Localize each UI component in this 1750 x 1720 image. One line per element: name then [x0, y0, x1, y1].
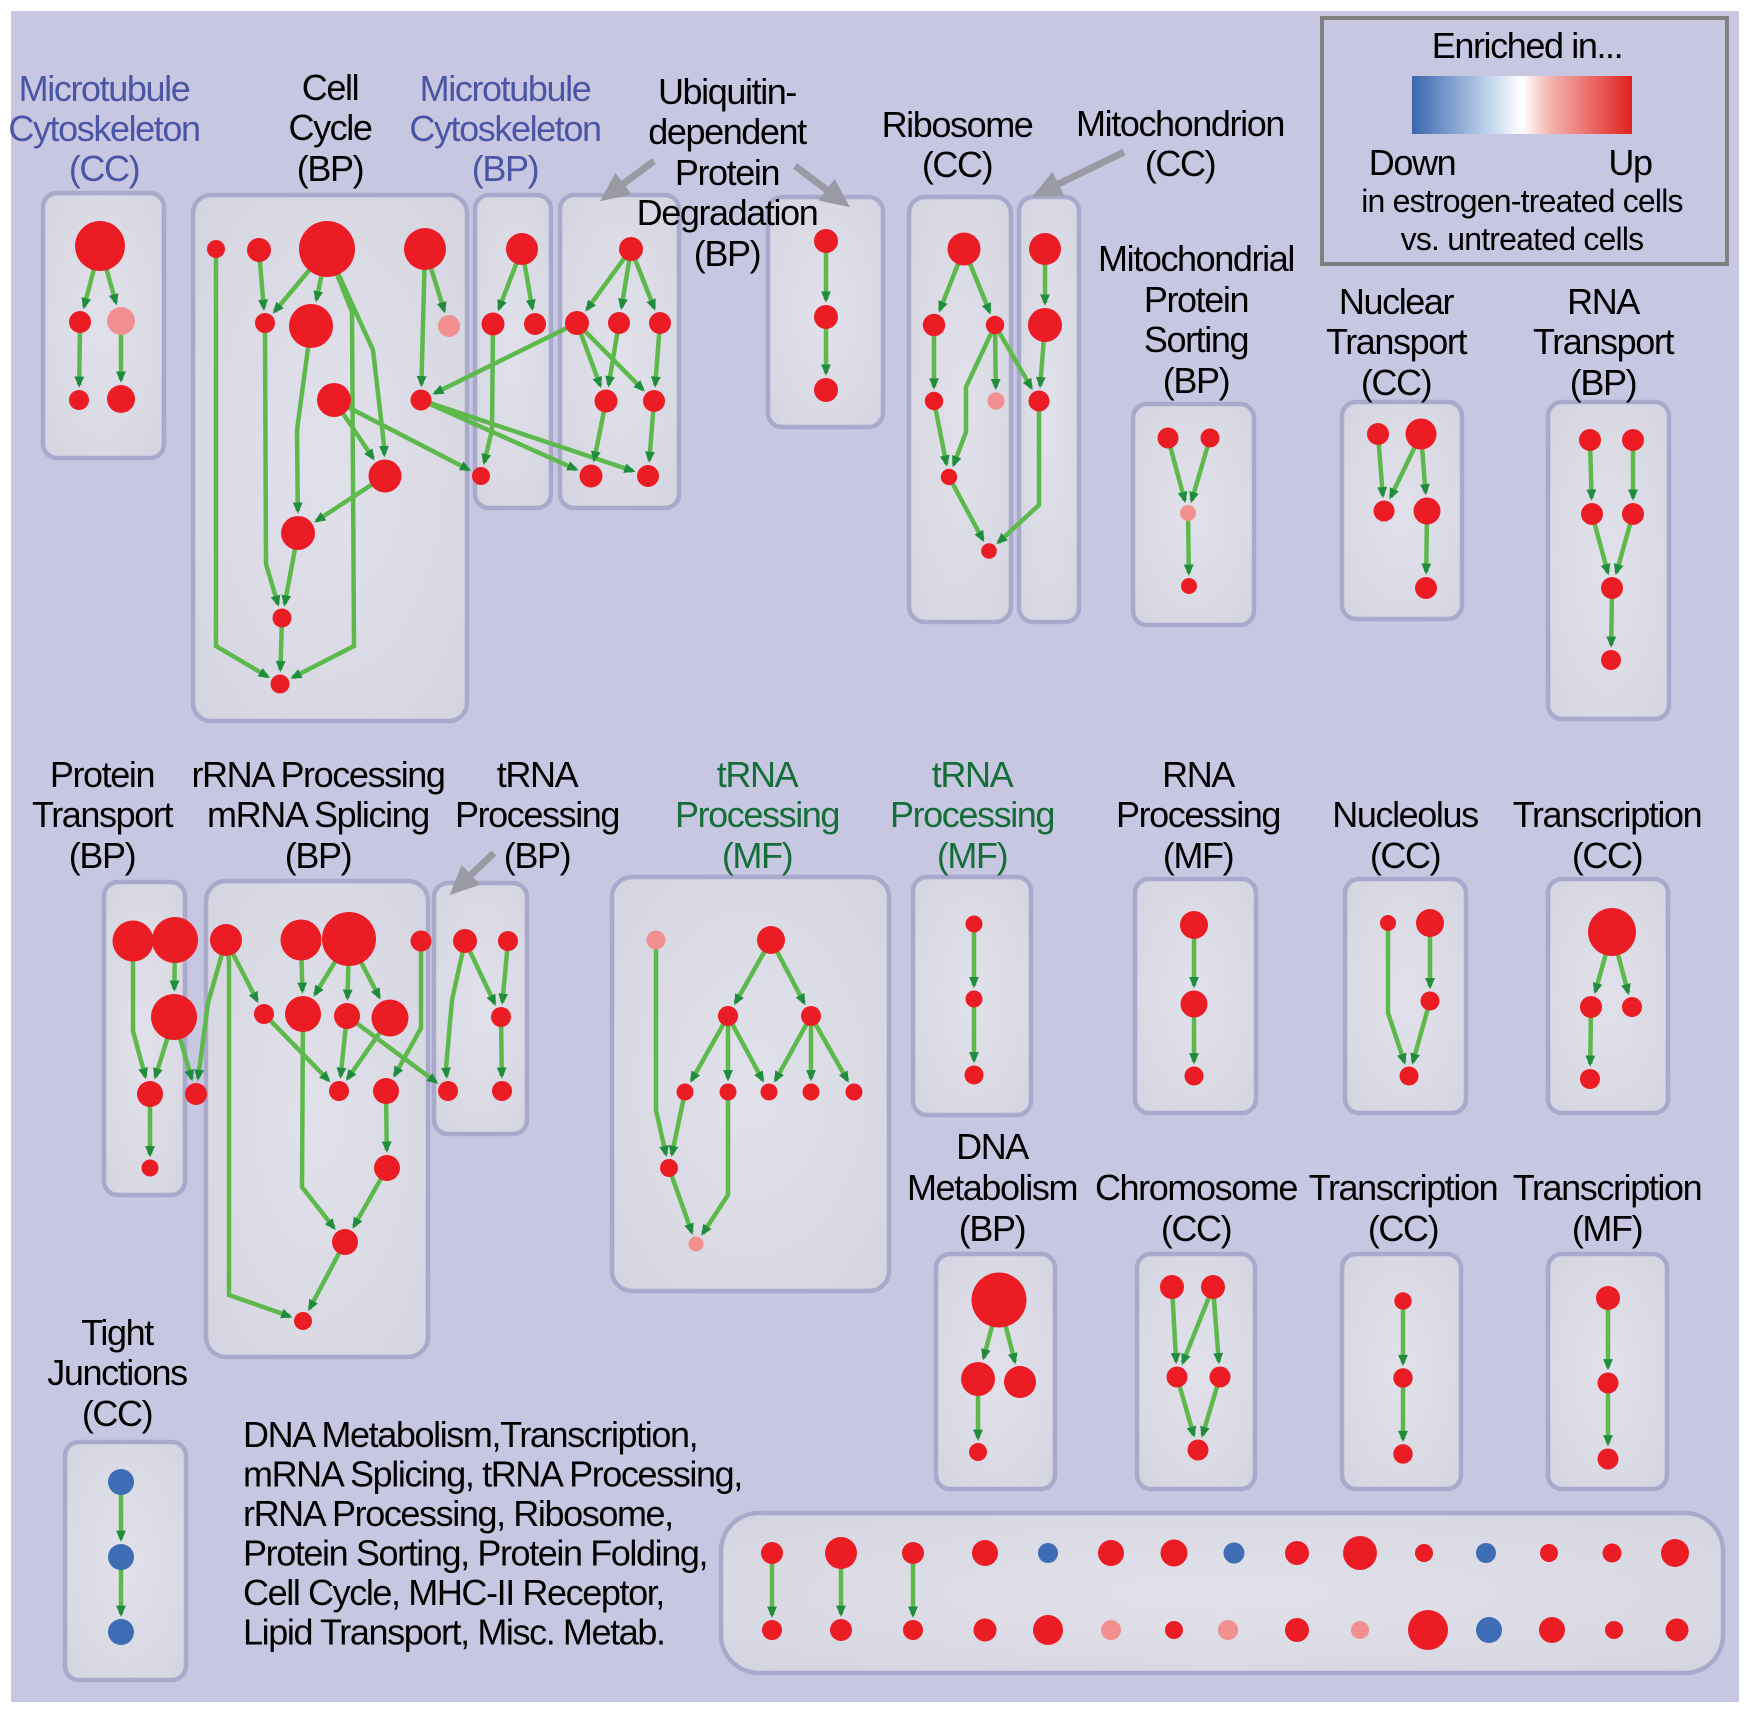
svg-text:(CC): (CC) — [1361, 362, 1431, 403]
svg-text:rRNA Processing, Ribosome,: rRNA Processing, Ribosome, — [243, 1493, 673, 1534]
svg-text:(CC): (CC) — [1370, 835, 1440, 876]
svg-text:(BP): (BP) — [694, 233, 760, 274]
svg-text:RNA: RNA — [1162, 754, 1235, 795]
svg-text:Nucleolus: Nucleolus — [1332, 794, 1478, 835]
svg-text:Transport: Transport — [1533, 321, 1675, 362]
svg-text:Tight: Tight — [81, 1312, 154, 1353]
svg-text:Up: Up — [1608, 142, 1652, 183]
svg-text:Processing: Processing — [675, 794, 839, 835]
svg-text:tRNA: tRNA — [497, 754, 579, 795]
svg-text:Transcription: Transcription — [1513, 794, 1702, 835]
svg-text:Cell: Cell — [302, 67, 358, 108]
svg-text:Transcription: Transcription — [1513, 1167, 1702, 1208]
svg-text:Metabolism: Metabolism — [907, 1167, 1077, 1208]
svg-text:(MF): (MF) — [1572, 1208, 1642, 1249]
svg-text:Processing: Processing — [1116, 794, 1280, 835]
svg-text:DNA Metabolism,Transcription,: DNA Metabolism,Transcription, — [243, 1414, 697, 1455]
svg-text:mRNA Splicing, tRNA Processing: mRNA Splicing, tRNA Processing, — [243, 1454, 742, 1495]
svg-text:tRNA: tRNA — [717, 754, 799, 795]
svg-text:(BP): (BP) — [1163, 360, 1229, 401]
svg-text:Protein: Protein — [50, 754, 154, 795]
svg-text:Mitochondrion: Mitochondrion — [1076, 103, 1284, 144]
svg-text:Mitochondrial: Mitochondrial — [1098, 238, 1294, 279]
svg-text:RNA: RNA — [1567, 281, 1640, 322]
svg-text:(BP): (BP) — [1570, 362, 1636, 403]
svg-text:Ribosome: Ribosome — [882, 104, 1033, 145]
svg-text:Protein: Protein — [1144, 279, 1248, 320]
svg-text:(BP): (BP) — [285, 835, 351, 876]
svg-text:(BP): (BP) — [297, 148, 363, 189]
svg-text:(BP): (BP) — [959, 1208, 1025, 1249]
svg-text:Degradation: Degradation — [637, 192, 818, 233]
svg-text:Lipid Transport, Misc. Metab.: Lipid Transport, Misc. Metab. — [243, 1612, 665, 1653]
svg-text:Microtubule: Microtubule — [420, 68, 591, 109]
svg-text:in estrogen-treated cells: in estrogen-treated cells — [1361, 183, 1683, 219]
svg-text:(MF): (MF) — [1163, 835, 1233, 876]
svg-text:tRNA: tRNA — [932, 754, 1014, 795]
svg-text:(CC): (CC) — [1368, 1208, 1438, 1249]
svg-text:dependent: dependent — [648, 111, 807, 152]
svg-text:Down: Down — [1369, 142, 1455, 183]
svg-text:(CC): (CC) — [82, 1393, 152, 1434]
svg-text:(BP): (BP) — [504, 835, 570, 876]
svg-text:(CC): (CC) — [922, 144, 992, 185]
svg-text:vs. untreated cells: vs. untreated cells — [1401, 221, 1644, 257]
svg-text:mRNA Splicing: mRNA Splicing — [207, 794, 429, 835]
svg-text:Sorting: Sorting — [1144, 319, 1248, 360]
svg-text:Cytoskeleton: Cytoskeleton — [8, 108, 199, 149]
svg-text:DNA: DNA — [956, 1126, 1029, 1167]
svg-text:Nuclear: Nuclear — [1339, 281, 1455, 322]
svg-text:Cycle: Cycle — [288, 107, 371, 148]
svg-text:Processing: Processing — [890, 794, 1054, 835]
svg-text:(CC): (CC) — [69, 148, 139, 189]
svg-text:Cytoskeleton: Cytoskeleton — [409, 108, 600, 149]
svg-text:(CC): (CC) — [1161, 1208, 1231, 1249]
svg-text:Junctions: Junctions — [47, 1352, 187, 1393]
svg-text:(CC): (CC) — [1572, 835, 1642, 876]
svg-text:Cell Cycle, MHC-II Receptor,: Cell Cycle, MHC-II Receptor, — [243, 1572, 664, 1613]
svg-text:Chromosome: Chromosome — [1095, 1167, 1297, 1208]
svg-text:(MF): (MF) — [722, 835, 792, 876]
svg-text:Transport: Transport — [1326, 321, 1468, 362]
svg-text:(CC): (CC) — [1145, 143, 1215, 184]
svg-text:Protein: Protein — [675, 152, 779, 193]
svg-text:Microtubule: Microtubule — [19, 68, 190, 109]
svg-text:Processing: Processing — [455, 794, 619, 835]
svg-text:Transport: Transport — [32, 794, 174, 835]
svg-text:Enriched in...: Enriched in... — [1432, 25, 1623, 66]
svg-text:rRNA Processing: rRNA Processing — [191, 754, 444, 795]
svg-text:Ubiquitin-: Ubiquitin- — [658, 71, 796, 112]
svg-text:(MF): (MF) — [937, 835, 1007, 876]
svg-text:(BP): (BP) — [472, 148, 538, 189]
svg-text:Protein Sorting, Protein Foldi: Protein Sorting, Protein Folding, — [243, 1533, 707, 1574]
svg-text:(BP): (BP) — [69, 835, 135, 876]
svg-text:Transcription: Transcription — [1309, 1167, 1498, 1208]
